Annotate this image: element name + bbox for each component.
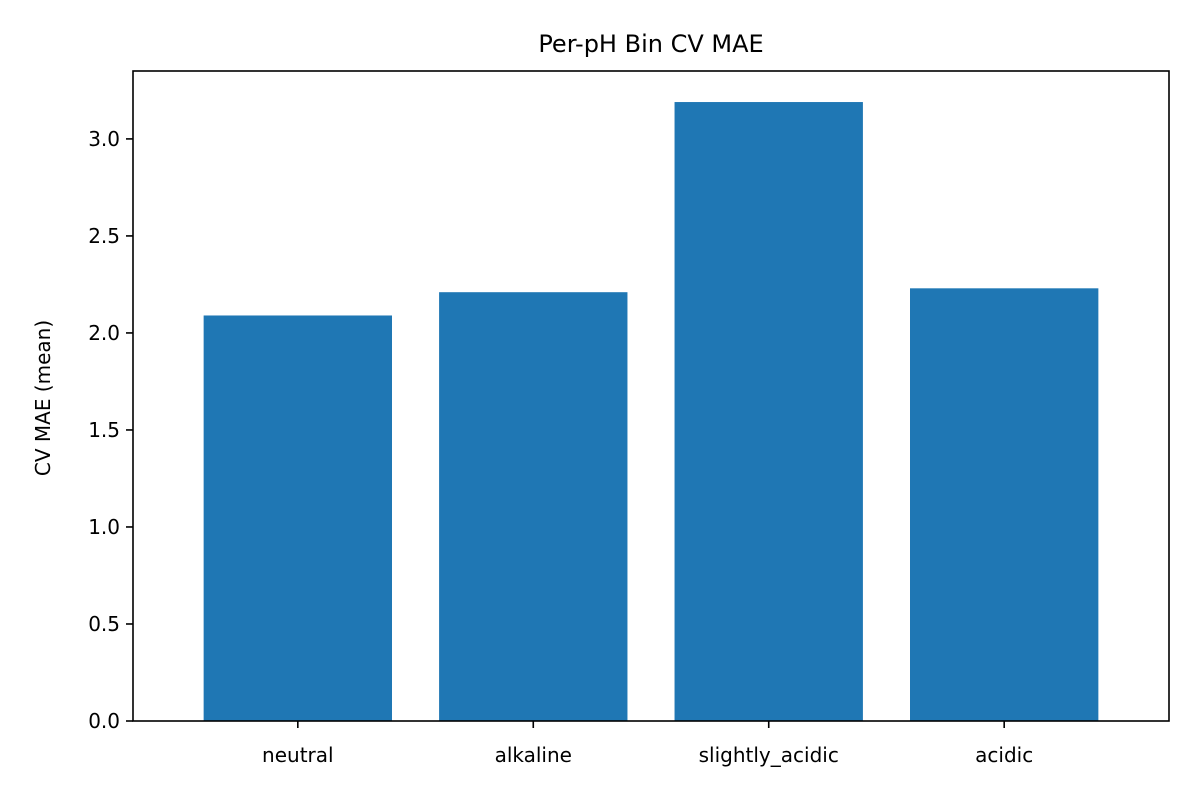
x-tick-label: slightly_acidic	[699, 743, 839, 767]
chart-title: Per-pH Bin CV MAE	[538, 30, 763, 58]
y-tick-label: 2.0	[88, 321, 120, 345]
bars-group	[203, 102, 1099, 721]
bar-neutral	[203, 315, 392, 721]
y-tick-label: 0.0	[88, 709, 120, 733]
y-tick-label: 3.0	[88, 127, 120, 151]
y-tick-label: 1.5	[88, 418, 120, 442]
y-axis-title: CV MAE (mean)	[31, 320, 55, 476]
y-tick-label: 0.5	[88, 612, 120, 636]
x-axis-ticks: neutral alkaline slightly_acidic acidic	[262, 721, 1033, 767]
plot-area-frame	[132, 70, 1170, 722]
bar-acidic	[910, 288, 1099, 721]
x-tick-label: alkaline	[495, 743, 572, 767]
x-tick-label: acidic	[975, 743, 1033, 767]
y-tick-label: 1.0	[88, 515, 120, 539]
bar-alkaline	[439, 292, 628, 721]
bar-slightly-acidic	[674, 102, 863, 721]
x-tick-label: neutral	[262, 743, 334, 767]
y-axis-ticks: 0.0 0.5 1.0 1.5 2.0 2.5 3.0	[88, 127, 133, 733]
y-tick-label: 2.5	[88, 224, 120, 248]
